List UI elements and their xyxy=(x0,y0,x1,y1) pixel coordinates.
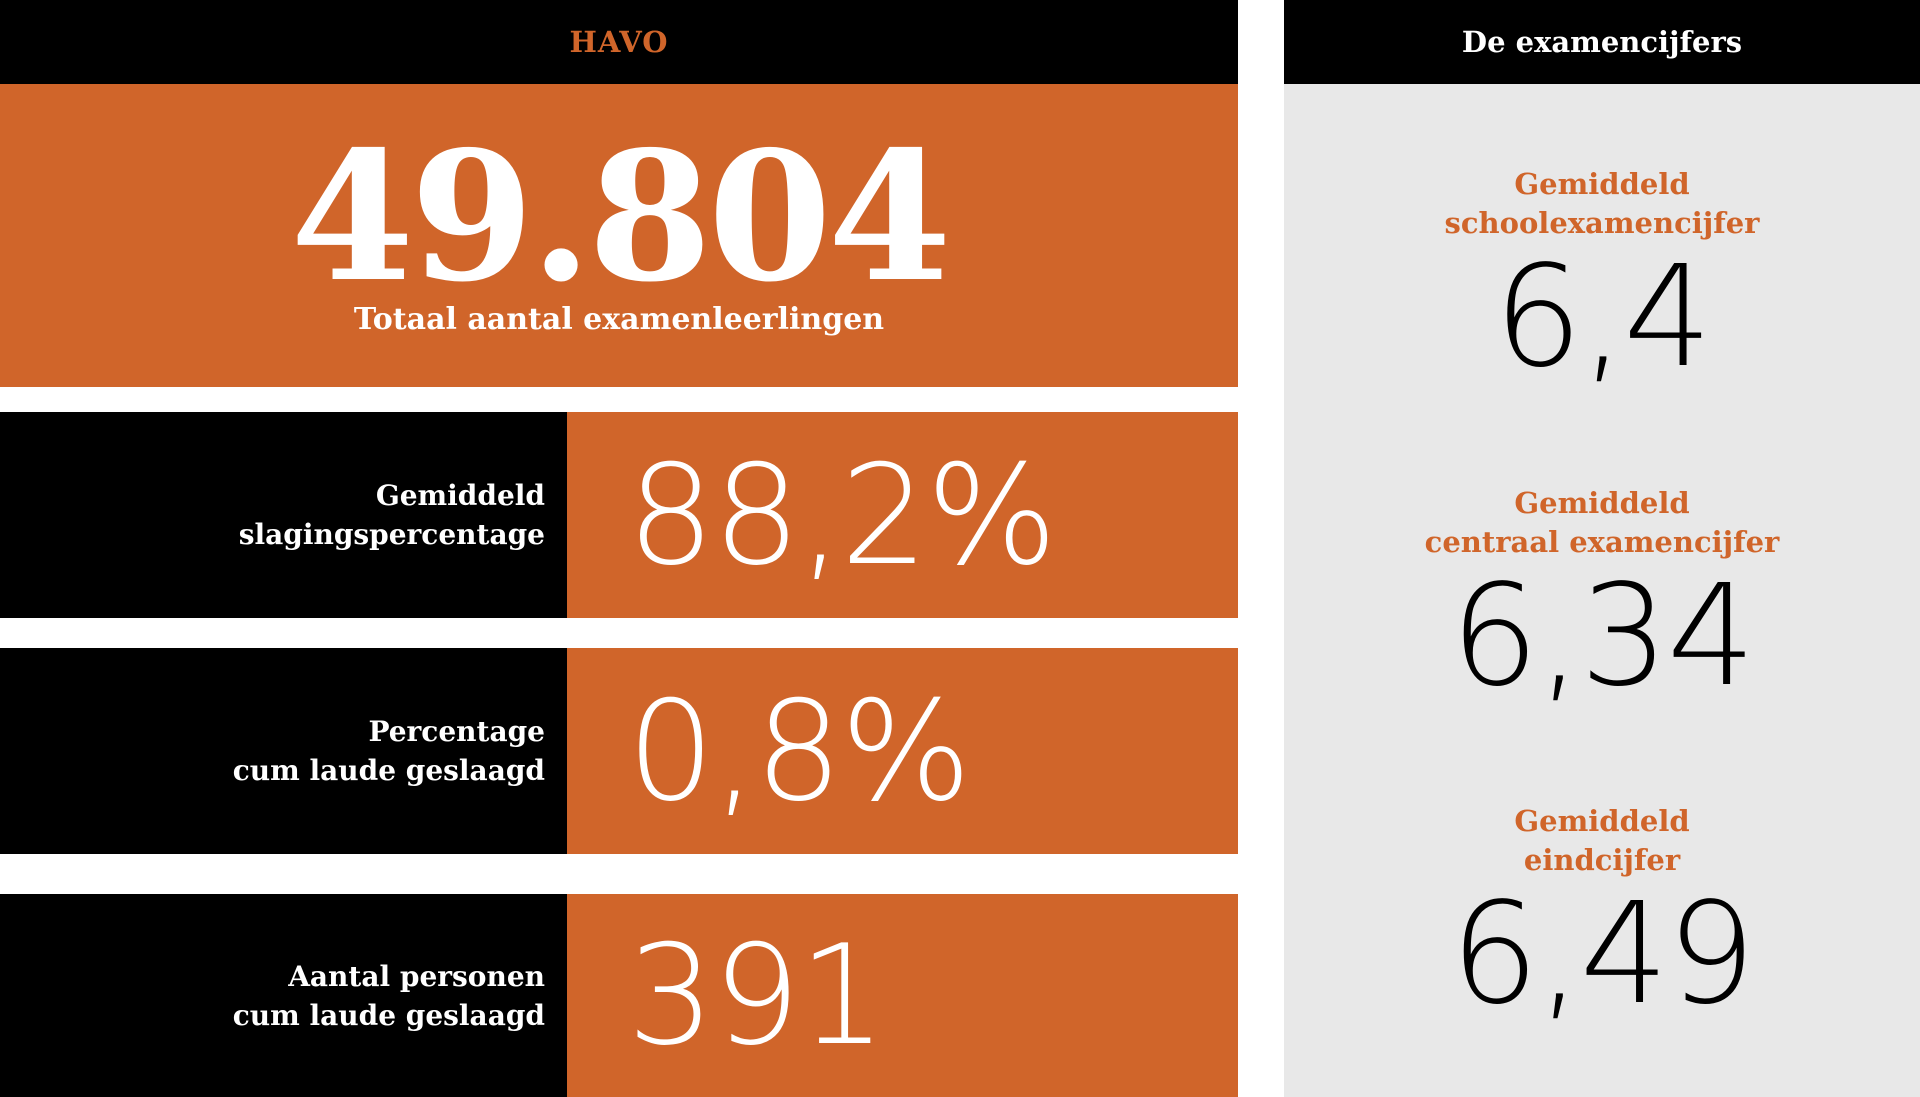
metric-final-grade: Gemiddeld eindcijfer 6,49 xyxy=(1284,802,1920,1030)
stat-value: 391 xyxy=(567,894,1238,1097)
stat-label-line1: Gemiddeld xyxy=(375,479,545,512)
exam-grades-panel: De examencijfers Gemiddeld schoolexamenc… xyxy=(1284,0,1920,1097)
stat-label-line2: cum laude geslaagd xyxy=(232,998,545,1032)
total-students-label: Totaal aantal examenleerlingen xyxy=(353,302,885,337)
stat-label: Gemiddeld slagingspercentage xyxy=(0,412,567,618)
metric-label-line2: eindcijfer xyxy=(1523,843,1681,877)
stat-label-line2: cum laude geslaagd xyxy=(232,754,545,787)
metric-label-line1: Gemiddeld xyxy=(1514,167,1690,201)
metric-value: 6,4 xyxy=(1493,236,1713,399)
metric-label-line2: centraal examencijfer xyxy=(1424,525,1780,559)
stat-row-cum-laude-percentage: Percentage cum laude geslaagd 0,8% xyxy=(0,648,1238,854)
stat-row-cum-laude-count: Aantal personen cum laude geslaagd 391 xyxy=(0,894,1238,1097)
total-students-value: 49.804 xyxy=(290,112,951,321)
stat-label-line2: slagingspercentage xyxy=(238,518,545,551)
metric-label-line2: schoolexamencijfer xyxy=(1444,206,1760,240)
metric-school-exam: Gemiddeld schoolexamencijfer 6,4 xyxy=(1284,165,1920,393)
metric-label-line1: Gemiddeld xyxy=(1514,486,1690,520)
stat-row-pass-rate: Gemiddeld slagingspercentage 88,2% xyxy=(0,412,1238,618)
stat-value: 88,2% xyxy=(567,412,1238,618)
stat-value: 0,8% xyxy=(567,648,1238,854)
havo-header: HAVO xyxy=(0,0,1238,84)
stat-label-line1: Aantal personen xyxy=(288,959,545,993)
total-students-block: 49.804 Totaal aantal examenleerlingen xyxy=(0,84,1238,387)
exam-grades-header: De examencijfers xyxy=(1284,0,1920,84)
metric-label-line1: Gemiddeld xyxy=(1514,804,1690,838)
stat-label: Aantal personen cum laude geslaagd xyxy=(0,894,567,1097)
metric-value: 6,34 xyxy=(1450,555,1756,718)
metric-value: 6,49 xyxy=(1450,873,1756,1036)
stat-label: Percentage cum laude geslaagd xyxy=(0,648,567,854)
stat-label-line1: Percentage xyxy=(368,715,545,748)
metric-central-exam: Gemiddeld centraal examencijfer 6,34 xyxy=(1284,484,1920,712)
havo-header-title: HAVO xyxy=(569,25,669,59)
